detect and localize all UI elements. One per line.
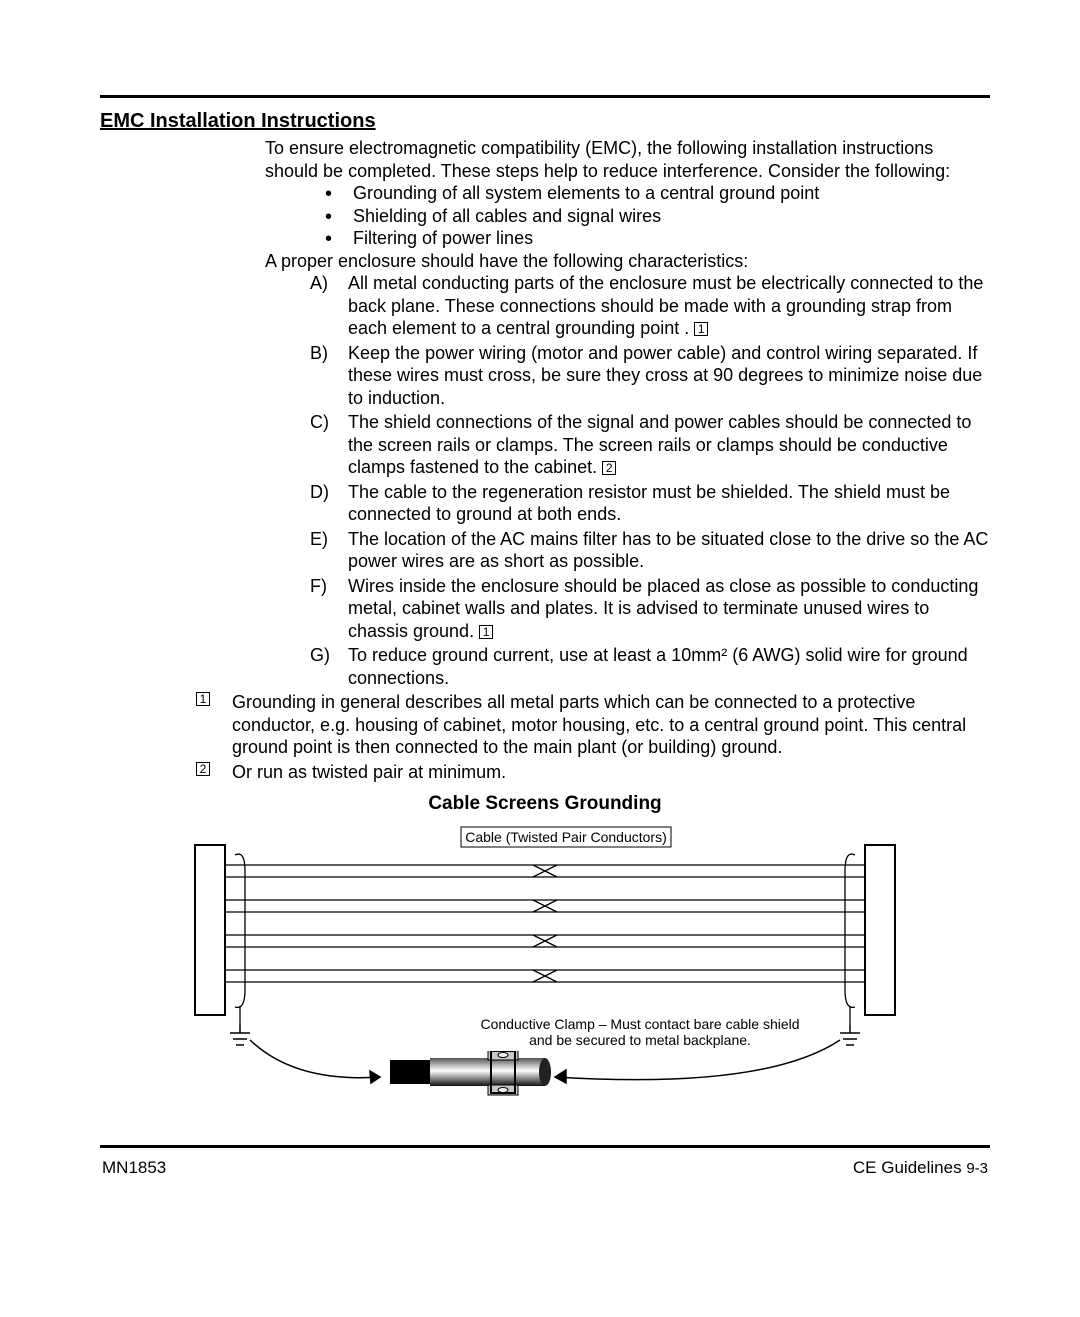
enclosure-item: F)Wires inside the enclosure should be p… <box>310 575 990 643</box>
enclosure-intro: A proper enclosure should have the follo… <box>265 250 990 273</box>
enclosure-item: C)The shield connections of the signal a… <box>310 411 990 479</box>
intro-text: To ensure electromagnetic compatibility … <box>265 137 990 182</box>
bullet-item: Grounding of all system elements to a ce… <box>325 182 990 205</box>
footer-left: MN1853 <box>102 1158 166 1178</box>
footer-right: CE Guidelines 9-3 <box>853 1158 988 1178</box>
rule-top <box>100 95 990 98</box>
enclosure-item: D)The cable to the regeneration resistor… <box>310 481 990 526</box>
bullet-list: Grounding of all system elements to a ce… <box>325 182 990 250</box>
diagram-top-label: Cable (Twisted Pair Conductors) <box>465 829 667 845</box>
cable-diagram: Cable (Twisted Pair Conductors) <box>185 815 905 1115</box>
diagram-bottom-label-1: Conductive Clamp – Must contact bare cab… <box>480 1016 799 1032</box>
section-title: EMC Installation Instructions <box>100 110 990 133</box>
enclosure-item: G)To reduce ground current, use at least… <box>310 644 990 689</box>
enclosure-item: E)The location of the AC mains filter ha… <box>310 528 990 573</box>
note-item: 2Or run as twisted pair at minimum. <box>196 761 990 784</box>
diagram-title: Cable Screens Grounding <box>100 793 990 815</box>
bullet-item: Shielding of all cables and signal wires <box>325 205 990 228</box>
bullet-item: Filtering of power lines <box>325 227 990 250</box>
notes-list: 1Grounding in general describes all meta… <box>196 691 990 783</box>
enclosure-list: A)All metal conducting parts of the encl… <box>310 272 990 689</box>
note-item: 1Grounding in general describes all meta… <box>196 691 990 759</box>
enclosure-item: B)Keep the power wiring (motor and power… <box>310 342 990 410</box>
diagram-bottom-label-2: and be secured to metal backplane. <box>529 1032 751 1048</box>
enclosure-item: A)All metal conducting parts of the encl… <box>310 272 990 340</box>
rule-bottom <box>100 1145 990 1148</box>
